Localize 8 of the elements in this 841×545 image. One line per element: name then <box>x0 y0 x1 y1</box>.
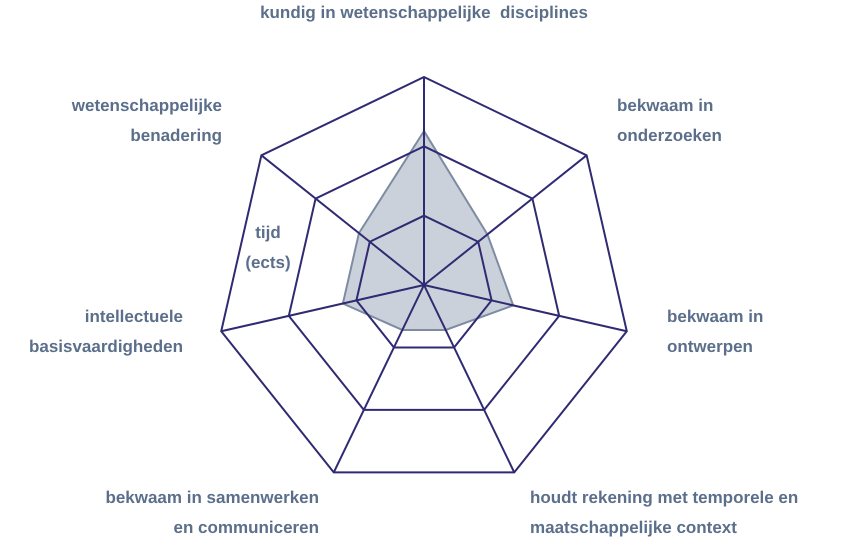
spoke-label: bekwaam in onderzoeken <box>617 96 722 145</box>
spoke-label: kundig in wetenschappelijke disciplines <box>260 3 588 22</box>
spoke-label: bekwaam in samenwerken en communiceren <box>105 488 319 537</box>
spoke-label: houdt rekening met temporele en maatschappelijke context <box>530 488 798 537</box>
spoke-label: intellectuele basisvaardigheden <box>28 307 183 356</box>
spoke-label: wetenschappelijke benadering <box>70 96 222 145</box>
spoke-label: bekwaam in ontwerpen <box>667 307 764 356</box>
text: tijd (ects) <box>245 223 291 272</box>
